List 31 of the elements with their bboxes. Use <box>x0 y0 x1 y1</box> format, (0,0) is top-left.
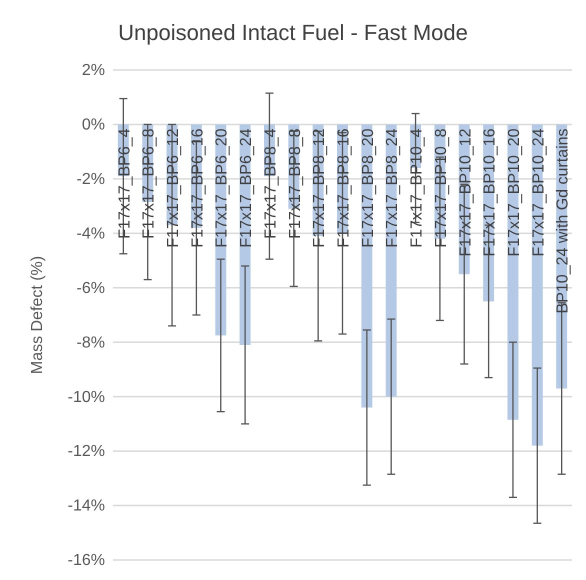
x-tick-label: F17x17_BP8_8 <box>286 128 304 239</box>
x-tick-label: F17x17_BP8_16 <box>336 128 352 248</box>
x-tick-label: F17x17_BP10_4 <box>408 128 426 248</box>
y-tick-label: -8% <box>76 334 105 352</box>
x-tick-label: F17x17_BP10_24 <box>530 128 548 257</box>
x-tick-label: F17x17_BP6_8 <box>140 128 158 239</box>
y-tick-label: -6% <box>76 280 105 297</box>
chart-title: Unpoisoned Intact Fuel - Fast Mode <box>118 20 468 45</box>
x-tick-label: F17x17_BP10_12 <box>457 128 474 257</box>
y-tick-label: -14% <box>68 498 105 515</box>
y-tick-label: -16% <box>68 552 105 570</box>
y-tick-label: -12% <box>68 443 105 460</box>
x-tick-label: F17x17_BP10_16 <box>482 128 499 257</box>
x-tick-label: F17x17_BP10_8 <box>432 128 450 248</box>
x-tick-label: F17x17_BP6_24 <box>238 128 256 248</box>
x-tick-label: BP10_24 with Gd curtains <box>554 128 572 314</box>
y-axis-title: Mass Defect (%) <box>29 256 46 374</box>
y-tick-label: 0% <box>82 116 105 134</box>
x-tick-label: F17x17_BP8_4 <box>262 128 280 239</box>
y-tick-label: -4% <box>76 225 105 242</box>
x-tick-label: F17x17_BP8_20 <box>360 128 377 248</box>
y-tick-label: 2% <box>82 62 105 80</box>
x-tick-label: F17x17_BP10_20 <box>506 128 523 257</box>
y-tick-label: -2% <box>76 171 105 188</box>
y-tick-label: -10% <box>68 388 105 406</box>
x-tick-label: F17x17_BP8_24 <box>384 128 402 248</box>
x-tick-label: F17x17_BP6_20 <box>214 128 231 248</box>
x-tick-label: F17x17_BP6_4 <box>116 128 134 239</box>
x-tick-label: F17x17_BP6_12 <box>165 128 182 248</box>
x-tick-label: F17x17_BP8_12 <box>311 128 328 248</box>
x-tick-label: F17x17_BP6_16 <box>189 128 206 248</box>
